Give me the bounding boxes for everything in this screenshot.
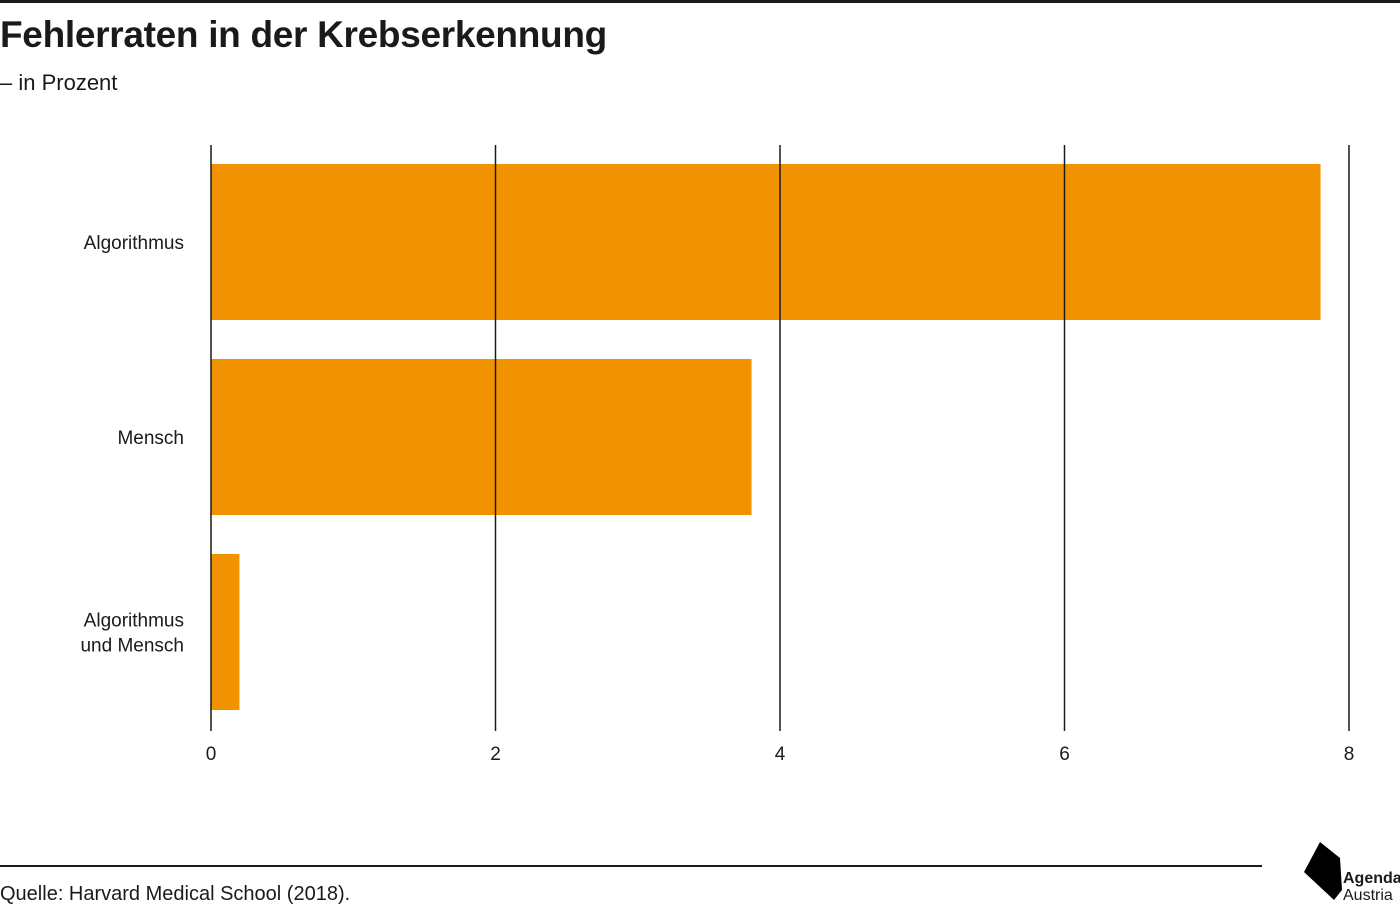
top-rule	[0, 0, 1400, 3]
bottom-rule	[0, 865, 1262, 867]
logo-mark-icon	[1304, 842, 1342, 900]
logo-text-agenda: Agenda	[1343, 870, 1400, 887]
category-label: Algorithmus	[84, 611, 184, 632]
chart-title: Fehlerraten in der Krebserkennung	[0, 14, 607, 55]
x-tick-label: 2	[490, 744, 501, 765]
x-tick-label: 4	[775, 744, 786, 765]
bar-0	[211, 164, 1321, 320]
source-note: Quelle: Harvard Medical School (2018).	[0, 883, 351, 905]
category-label: Algorithmus	[84, 233, 184, 254]
agenda-austria-logo: Agenda Austria	[1302, 840, 1400, 908]
bar-chart: 0 2 4 6 8 Algorithmus Mensch Algorithmus und Men…	[80, 145, 1355, 765]
chart-subtitle: – in Prozent	[0, 70, 118, 95]
x-tick-label: 6	[1059, 744, 1070, 765]
bar-2	[211, 554, 240, 710]
x-tick-label: 8	[1344, 744, 1355, 765]
category-label: und Mensch	[80, 636, 184, 657]
category-label: Mensch	[117, 428, 184, 449]
bar-1	[211, 359, 752, 515]
logo-text-austria: Austria	[1343, 887, 1393, 904]
x-tick-label: 0	[206, 744, 217, 765]
